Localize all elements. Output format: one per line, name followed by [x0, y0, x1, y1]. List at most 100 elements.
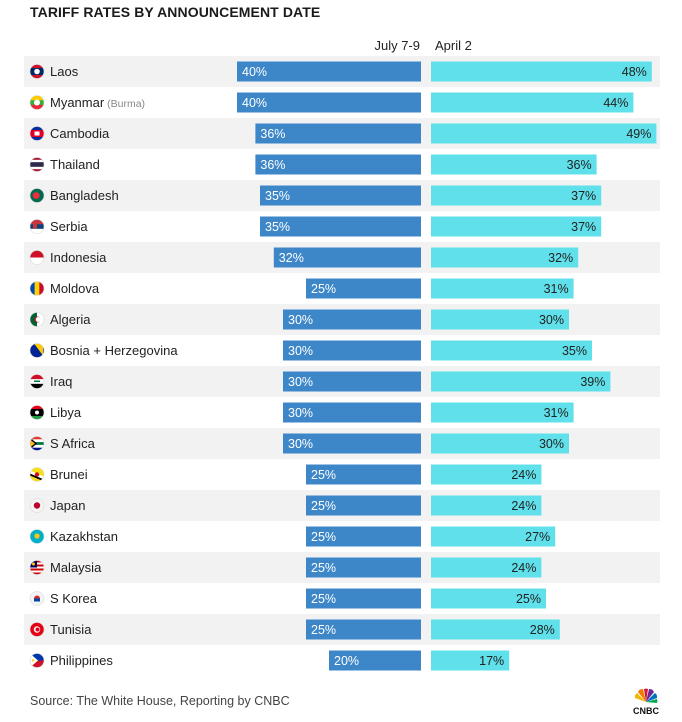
bar-april [431, 464, 542, 485]
data-label-april: 24% [511, 468, 536, 482]
iraq-flag-icon [29, 374, 45, 389]
country-label: S Korea [50, 591, 98, 606]
bar-april [431, 61, 652, 82]
country-label: Moldova [50, 281, 100, 296]
data-label-july: 30% [288, 437, 313, 451]
country-label: Brunei [50, 467, 88, 482]
tariff-bar-chart: Laos 40% 48% Myanmar (Burma) 40% 44% Cambodia 3… [24, 56, 660, 671]
bar-april [431, 92, 634, 113]
data-label-april: 28% [530, 623, 555, 637]
data-label-april: 44% [603, 96, 628, 110]
bar-april [431, 588, 546, 609]
country-label: Malaysia [50, 560, 102, 575]
country-label: Serbia [50, 219, 88, 234]
bar-july [329, 650, 421, 671]
bar-july [237, 61, 421, 82]
bosnia-flag-icon [29, 343, 45, 358]
data-label-july: 25% [311, 468, 336, 482]
south-africa-flag-icon [29, 436, 45, 451]
bar-july [273, 247, 421, 268]
data-label-july: 25% [311, 530, 336, 544]
data-label-april: 30% [539, 437, 564, 451]
myanmar-flag-icon [29, 95, 45, 110]
bar-july [283, 340, 421, 361]
bar-july [283, 433, 421, 454]
bar-april [431, 216, 602, 237]
bar-july [260, 216, 421, 237]
bar-july [283, 402, 421, 423]
bar-july [306, 526, 421, 547]
kazakhstan-flag-icon [29, 529, 45, 544]
country-label: Algeria [50, 312, 91, 327]
country-label: Philippines [50, 653, 113, 668]
cambodia-flag-icon [29, 126, 45, 141]
data-label-april: 37% [571, 189, 596, 203]
cnbc-logo-icon: CNBC [633, 688, 659, 715]
bar-april [431, 123, 657, 144]
country-label: Japan [50, 498, 85, 513]
data-label-april: 24% [511, 561, 536, 575]
data-label-july: 40% [242, 96, 267, 110]
data-label-july: 20% [334, 654, 359, 668]
country-label: Myanmar (Burma) [50, 95, 145, 110]
bar-april [431, 247, 579, 268]
bar-july [306, 278, 421, 299]
data-label-july: 30% [288, 406, 313, 420]
data-label-april: 25% [516, 592, 541, 606]
thailand-flag-icon [29, 157, 45, 172]
data-label-july: 25% [311, 623, 336, 637]
data-label-april: 39% [580, 375, 605, 389]
bar-april [431, 650, 510, 671]
data-label-april: 35% [562, 344, 587, 358]
country-label: Indonesia [50, 250, 107, 265]
data-label-april: 32% [548, 251, 573, 265]
bar-july [237, 92, 421, 113]
data-label-july: 30% [288, 375, 313, 389]
south-korea-flag-icon [29, 591, 45, 606]
data-label-july: 40% [242, 65, 267, 79]
data-label-april: 27% [525, 530, 550, 544]
data-label-july: 35% [265, 220, 290, 234]
data-label-april: 31% [544, 406, 569, 420]
bar-july [283, 309, 421, 330]
tunisia-flag-icon [29, 622, 45, 637]
country-label: Tunisia [50, 622, 92, 637]
column-header-april: April 2 [435, 38, 472, 53]
bar-april [431, 309, 569, 330]
algeria-flag-icon [29, 312, 45, 327]
bangladesh-flag-icon [29, 188, 45, 203]
data-label-april: 24% [511, 499, 536, 513]
serbia-flag-icon [29, 219, 45, 234]
data-label-july: 32% [279, 251, 304, 265]
libya-flag-icon [29, 405, 45, 420]
indonesia-flag-icon [29, 250, 45, 265]
data-label-july: 25% [311, 561, 336, 575]
country-label: Cambodia [50, 126, 110, 141]
bar-april [431, 154, 597, 175]
data-label-april: 48% [622, 65, 647, 79]
bar-april [431, 278, 574, 299]
bar-july [255, 123, 421, 144]
data-label-april: 49% [626, 127, 651, 141]
bar-april [431, 402, 574, 423]
data-label-july: 30% [288, 313, 313, 327]
data-label-april: 37% [571, 220, 596, 234]
moldova-flag-icon [29, 281, 45, 296]
country-label: Iraq [50, 374, 72, 389]
data-label-july: 25% [311, 592, 336, 606]
country-label: S Africa [50, 436, 96, 451]
philippines-flag-icon [29, 653, 45, 668]
bar-april [431, 526, 556, 547]
country-label: Thailand [50, 157, 100, 172]
data-label-july: 25% [311, 499, 336, 513]
bar-april [431, 495, 542, 516]
bar-july [306, 495, 421, 516]
bar-july [306, 464, 421, 485]
bar-april [431, 433, 569, 454]
bar-july [306, 588, 421, 609]
bar-april [431, 371, 611, 392]
country-label: Kazakhstan [50, 529, 118, 544]
bar-april [431, 340, 592, 361]
bar-july [283, 371, 421, 392]
cnbc-logo-text: CNBC [633, 706, 659, 715]
